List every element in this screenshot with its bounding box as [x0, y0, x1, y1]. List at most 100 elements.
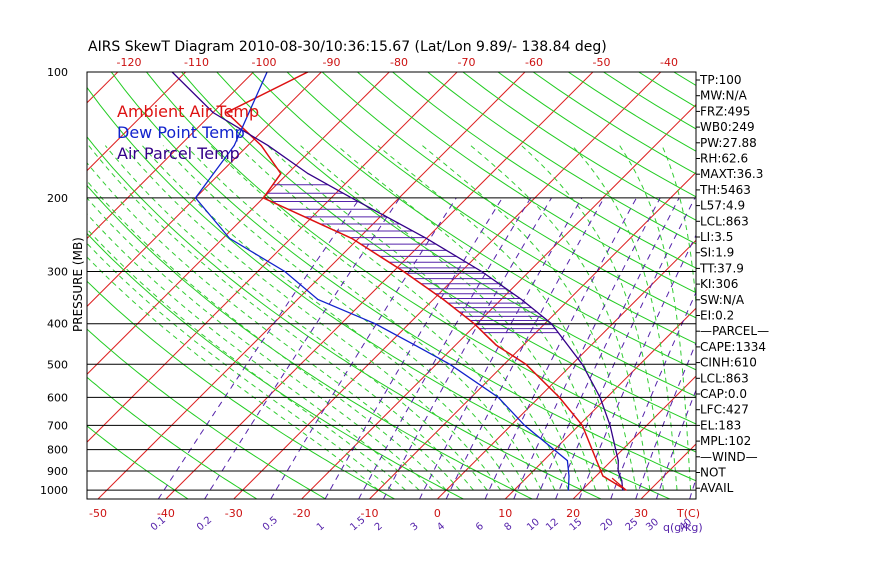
ambient-temp-line: [227, 72, 626, 490]
bottom-temp-tick-label: 10: [498, 507, 512, 520]
mixing-ratio-tick-label: 0.2: [195, 515, 214, 534]
moist-adiabat-line: [211, 146, 555, 491]
parcel-temp-point: [615, 449, 616, 450]
stability-index-entry: SI:1.9: [700, 246, 734, 260]
ambient-temp-point: [496, 345, 497, 346]
stability-index-entry: CAP:0.0: [700, 387, 747, 401]
parcel-temp-point: [521, 299, 522, 300]
stability-index-entry: RH:62.6: [700, 152, 748, 166]
dew-point-point: [567, 460, 568, 461]
ambient-temp-point: [261, 145, 262, 146]
top-temp-tick-label: -90: [323, 56, 341, 69]
dew-point-point: [524, 425, 525, 426]
top-temp-tick-label: -120: [117, 56, 142, 69]
parcel-temp-point: [307, 173, 308, 174]
pressure-tick-label: 900: [47, 465, 68, 478]
parcel-temp-point: [268, 145, 269, 146]
dry-adiabat-line: [357, 72, 870, 499]
legend-entry-ambient: Ambient Air Temp: [117, 102, 259, 121]
ambient-temp-point: [280, 173, 281, 174]
mixing-ratio-tick-label: 20: [599, 517, 616, 534]
stability-index-entry: TT:37.9: [699, 261, 744, 275]
top-temp-tick-label: -110: [184, 56, 209, 69]
pressure-tick-label: 200: [47, 192, 68, 205]
dry-adiabat-line: [252, 72, 870, 499]
parcel-temp-point: [621, 480, 622, 481]
ambient-temp-point: [443, 299, 444, 300]
pressure-tick-label: 300: [47, 266, 68, 279]
legend-entry-dewpoint: Dew Point Temp: [117, 123, 245, 142]
dry-adiabat-line: [498, 72, 870, 499]
dew-point-point: [229, 238, 230, 239]
ambient-temp-point: [559, 397, 560, 398]
stability-index-entry: LFC:427: [700, 403, 749, 417]
dry-adiabat-line: [217, 72, 870, 499]
dew-point-point: [498, 397, 499, 398]
ambient-temp-point: [602, 475, 603, 476]
ambient-temp-point: [351, 238, 352, 239]
top-temp-tick-label: -80: [390, 56, 408, 69]
ambient-temp-point: [263, 197, 264, 198]
chart-title: AIRS SkewT Diagram 2010-08-30/10:36:15.6…: [88, 39, 607, 55]
pressure-tick-label: 100: [47, 66, 68, 79]
stability-index-entry: TP:100: [699, 73, 742, 87]
stability-index-entry: LI:3.5: [700, 230, 733, 244]
mixing-ratio-tick-label: 12: [544, 517, 561, 534]
mixing-ratio-tick-label: 0.5: [261, 515, 280, 534]
top-temp-tick-label: -70: [458, 56, 476, 69]
stability-index-entry: TH:5463: [699, 183, 751, 197]
pressure-tick-label: 600: [47, 391, 68, 404]
pressure-tick-label: 800: [47, 444, 68, 457]
dew-point-point: [317, 299, 318, 300]
stability-index-entry: NOT: [700, 466, 726, 480]
parcel-temp-point: [599, 397, 600, 398]
stability-index-entry: EL:183: [700, 418, 741, 432]
pressure-tick-label: 700: [47, 419, 68, 432]
stability-index-entry: FRZ:495: [700, 104, 750, 118]
isotherm-line: [845, 72, 870, 499]
mixing-ratio-line: [446, 198, 604, 499]
stability-index-entry: EI:0.2: [700, 309, 734, 323]
mixing-ratio-tick-label: 1: [315, 521, 327, 534]
mixing-axis-label: q(g/kg): [663, 521, 703, 534]
mixing-ratio-line: [271, 198, 457, 499]
isotherm-line: [0, 72, 118, 499]
legend-entry-parcel: Air Parcel Temp: [117, 144, 240, 163]
mixing-ratio-tick-label: 2: [373, 521, 385, 534]
isotherm-line: [777, 72, 870, 499]
dry-adiabat-line: [428, 72, 870, 499]
stability-index-entry: KI:306: [700, 277, 738, 291]
dew-point-point: [568, 490, 569, 491]
stability-index-entry: PW:27.88: [700, 136, 757, 150]
stability-index-entry: MPL:102: [700, 434, 751, 448]
stability-index-entry: SW:N/A: [700, 293, 745, 307]
mixing-ratio-line: [383, 198, 551, 499]
moist-adiabat-line: [662, 146, 704, 491]
parcel-temp-point: [551, 323, 552, 324]
y-axis-label: PRESSURE (MB): [71, 237, 85, 332]
moist-adiabat-line: [73, 146, 460, 491]
dew-point-point: [374, 323, 375, 324]
dry-adiabat-line: [744, 72, 870, 499]
parcel-temp-point: [481, 271, 482, 272]
stability-index-entry: CAPE:1334: [700, 340, 766, 354]
dew-point-point: [284, 271, 285, 272]
ambient-temp-point: [582, 425, 583, 426]
top-temp-tick-label: -60: [525, 56, 543, 69]
bottom-temp-tick-label: -20: [293, 507, 311, 520]
moist-adiabat-line: [186, 146, 542, 491]
stability-index-entry: AVAIL: [700, 481, 734, 495]
dew-point-point: [414, 345, 415, 346]
stability-index-entry: MAXT:36.3: [700, 167, 763, 181]
parcel-temp-point: [618, 460, 619, 461]
stability-index-entry: LCL:863: [700, 371, 749, 385]
dry-adiabat-line: [287, 72, 870, 499]
pressure-tick-label: 400: [47, 318, 68, 331]
dew-point-point: [449, 364, 450, 365]
bottom-temp-tick-label: -50: [89, 507, 107, 520]
pressure-tick-label: 500: [47, 358, 68, 371]
bottom-temp-tick-label: -30: [225, 507, 243, 520]
mixing-ratio-line: [514, 198, 661, 499]
